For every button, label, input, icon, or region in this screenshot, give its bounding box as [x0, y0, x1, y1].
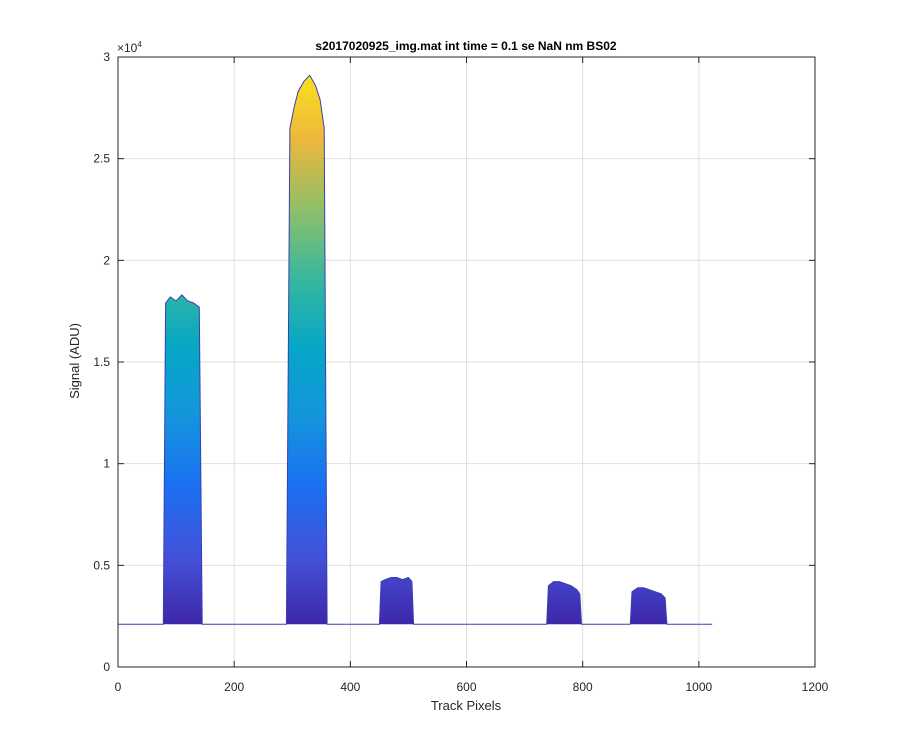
chart-title: s2017020925_img.mat int time = 0.1 se Na…: [315, 39, 616, 53]
y-exponent-label: ×104: [117, 40, 142, 55]
y-tick-label: 3: [103, 50, 110, 64]
series-line: [118, 74, 713, 625]
y-axis-label: Signal (ADU): [67, 323, 82, 399]
grid-lines: [118, 57, 815, 667]
y-tick-label: 1: [103, 457, 110, 471]
y-tick-label: 2.5: [93, 152, 110, 166]
y-tick-label: 1.5: [93, 355, 110, 369]
x-tick-label: 1000: [685, 680, 712, 694]
x-axis-label: Track Pixels: [431, 698, 502, 713]
y-tick-label: 0: [103, 660, 110, 674]
x-tick-label: 400: [340, 680, 360, 694]
x-tick-label: 600: [456, 680, 476, 694]
series-area: [118, 75, 713, 625]
x-tick-label: 200: [224, 680, 244, 694]
axes: 0 200 400 600 800 1000 1200 0 0.5 1 1.5 2 2.5 3: [93, 50, 828, 694]
y-tick-label: 0.5: [93, 558, 110, 572]
x-tick-label: 0: [115, 680, 122, 694]
data-series: [118, 74, 713, 625]
y-tick-label: 2: [103, 253, 110, 267]
x-tick-label: 800: [573, 680, 593, 694]
x-tick-label: 1200: [802, 680, 829, 694]
